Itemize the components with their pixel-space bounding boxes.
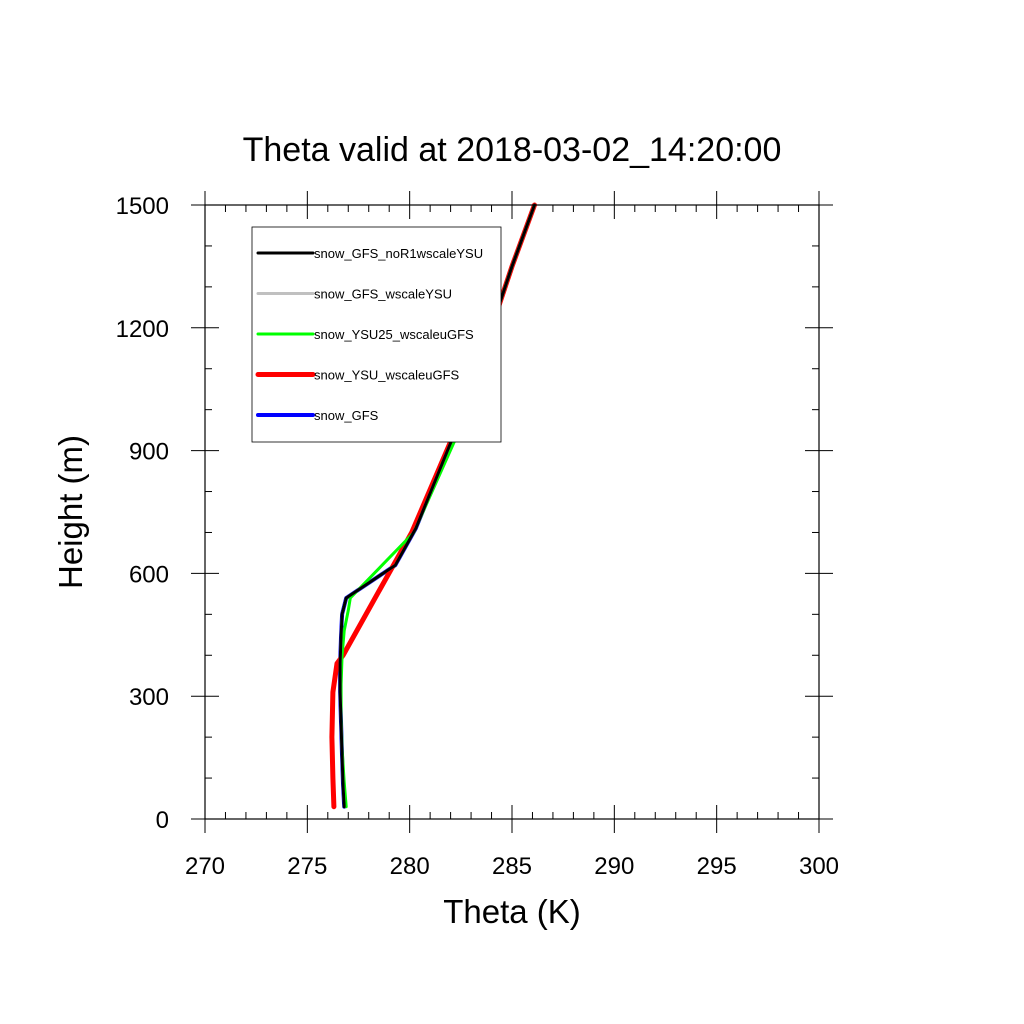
y-axis-label: Height (m): [52, 435, 89, 589]
x-tick-label: 300: [799, 853, 839, 880]
plot-frame: [204, 204, 820, 820]
legend-label: snow_YSU25_wscaleuGFS: [314, 327, 474, 342]
chart-title: Theta valid at 2018-03-02_14:20:00: [243, 131, 782, 169]
legend-label: snow_GFS: [314, 408, 379, 423]
y-tick-label: 1500: [116, 193, 169, 220]
y-tick-label: 0: [156, 807, 169, 834]
y-tick-label: 1200: [116, 316, 169, 343]
x-tick-label: 270: [185, 853, 225, 880]
y-tick-label: 300: [129, 684, 169, 711]
y-tick-label: 900: [129, 439, 169, 466]
legend-label: snow_GFS_noR1wscaleYSU: [314, 246, 483, 261]
tick-labels: 270 275 280 285 290 295 300 0 300 600 900 1200 1500: [116, 193, 839, 880]
legend-label: snow_GFS_wscaleYSU: [314, 287, 452, 302]
x-tick-label: 290: [594, 853, 634, 880]
x-tick-label: 280: [390, 853, 430, 880]
x-tick-label: 295: [697, 853, 737, 880]
legend-label: snow_YSU_wscaleuGFS: [314, 368, 460, 383]
x-axis-label: Theta (K): [443, 893, 581, 930]
legend: snow_GFS_noR1wscaleYSU snow_GFS_wscaleYSU…: [251, 226, 502, 443]
y-tick-label: 600: [129, 561, 169, 588]
x-tick-label: 275: [287, 853, 327, 880]
x-tick-label: 285: [492, 853, 532, 880]
